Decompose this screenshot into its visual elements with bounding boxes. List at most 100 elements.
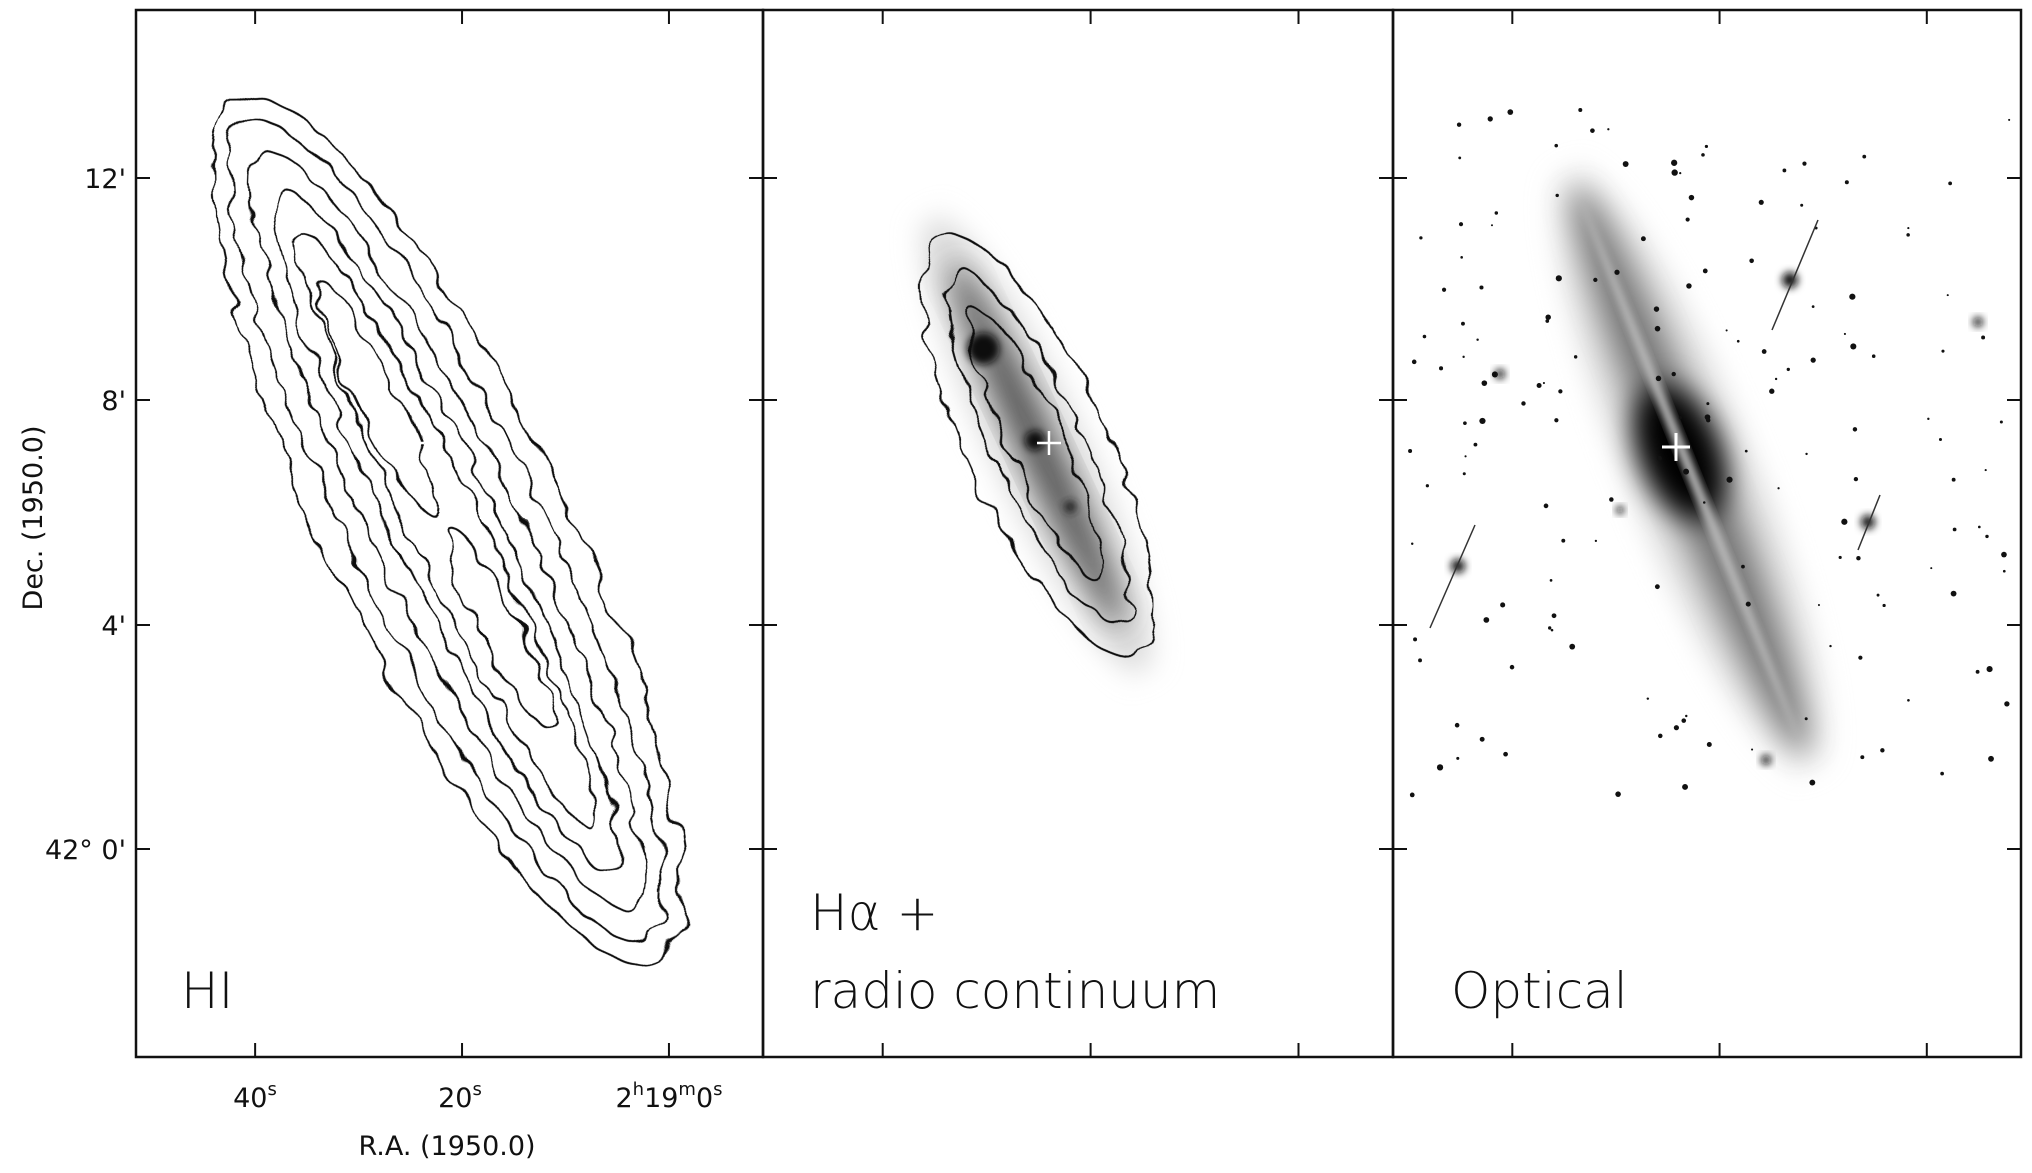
star xyxy=(1985,534,1989,539)
star xyxy=(1849,293,1856,300)
star xyxy=(1950,590,1957,597)
star xyxy=(1551,613,1557,619)
star xyxy=(2002,569,2006,573)
panel-frame xyxy=(1391,8,2023,1059)
star xyxy=(1841,518,1848,525)
star xyxy=(1843,332,1846,336)
bright-star xyxy=(1616,506,1624,514)
star xyxy=(1408,449,1413,454)
star xyxy=(1975,669,1980,674)
star xyxy=(1811,305,1815,308)
star xyxy=(1809,779,1816,786)
star xyxy=(1986,666,1993,673)
x-tick-part: h xyxy=(633,1079,644,1100)
star xyxy=(1850,343,1857,350)
star xyxy=(1418,658,1422,663)
star xyxy=(1749,258,1754,264)
star xyxy=(1458,156,1462,160)
star xyxy=(1481,380,1488,386)
star xyxy=(1782,168,1787,173)
star xyxy=(1473,442,1478,447)
star xyxy=(1411,542,1414,545)
ticks xyxy=(136,10,2021,1057)
star xyxy=(1984,469,1987,472)
bright-star xyxy=(1451,559,1465,573)
star xyxy=(1458,222,1464,227)
star xyxy=(1521,401,1526,406)
star xyxy=(1543,503,1549,509)
center-cross xyxy=(1662,433,1690,461)
x-tick-label: 40s xyxy=(233,1079,277,1114)
panel-label: Optical xyxy=(1451,962,1628,1020)
diffraction-spike xyxy=(1429,524,1476,629)
bright-star xyxy=(1861,515,1875,529)
star xyxy=(1704,144,1709,149)
star xyxy=(1856,555,1861,561)
star xyxy=(1555,275,1562,282)
star xyxy=(1549,579,1553,582)
star xyxy=(1655,375,1662,382)
star xyxy=(1490,224,1493,227)
star xyxy=(1952,527,1957,532)
x-tick-part: s xyxy=(472,1079,481,1100)
stars xyxy=(1408,108,2011,798)
star xyxy=(1685,217,1690,222)
star xyxy=(1548,626,1552,630)
star xyxy=(1422,334,1427,339)
x-tick-part: 0 xyxy=(696,1083,713,1114)
star xyxy=(1829,644,1832,648)
star xyxy=(1671,371,1676,377)
star xyxy=(1542,381,1546,385)
star xyxy=(1413,637,1418,642)
star xyxy=(1554,418,1559,423)
x-tick-part: s xyxy=(267,1079,276,1100)
star xyxy=(1569,643,1576,650)
star xyxy=(1441,287,1447,292)
star xyxy=(1507,109,1514,115)
star xyxy=(1607,128,1610,131)
star xyxy=(1464,455,1467,458)
y-tick-label: 4' xyxy=(101,611,126,642)
star xyxy=(1425,484,1429,488)
star xyxy=(1876,593,1880,597)
star xyxy=(1786,367,1790,372)
star xyxy=(1940,771,1944,776)
star xyxy=(1802,161,1807,166)
star xyxy=(1479,285,1484,290)
hi-map xyxy=(210,95,684,967)
star xyxy=(1769,388,1775,394)
star xyxy=(1463,421,1467,426)
star xyxy=(1436,764,1444,771)
star xyxy=(1462,472,1466,476)
star xyxy=(1744,449,1748,453)
star xyxy=(1658,733,1663,739)
star xyxy=(1685,714,1688,718)
star xyxy=(1419,236,1423,240)
star xyxy=(1701,153,1705,157)
star xyxy=(1500,602,1506,608)
radio-contours xyxy=(919,233,1155,657)
y-tick-label: 8' xyxy=(101,386,126,417)
star xyxy=(1578,108,1583,113)
center-cross xyxy=(400,431,424,455)
diffraction-spike xyxy=(1771,219,1819,331)
star xyxy=(1860,755,1865,760)
star xyxy=(1805,452,1808,456)
star xyxy=(1509,664,1515,670)
optical-map xyxy=(1557,172,1823,768)
star xyxy=(1590,128,1595,133)
star xyxy=(1741,564,1745,569)
star xyxy=(1844,180,1849,185)
star xyxy=(1487,116,1493,122)
star xyxy=(2008,118,2011,121)
star xyxy=(1456,756,1460,760)
star xyxy=(1483,617,1490,623)
star xyxy=(1946,294,1949,297)
star xyxy=(1503,751,1508,757)
star xyxy=(2004,701,2010,707)
star xyxy=(1411,359,1417,365)
star xyxy=(1550,628,1554,632)
bright-star xyxy=(1761,755,1771,765)
star xyxy=(1545,319,1550,323)
star xyxy=(1882,603,1886,608)
